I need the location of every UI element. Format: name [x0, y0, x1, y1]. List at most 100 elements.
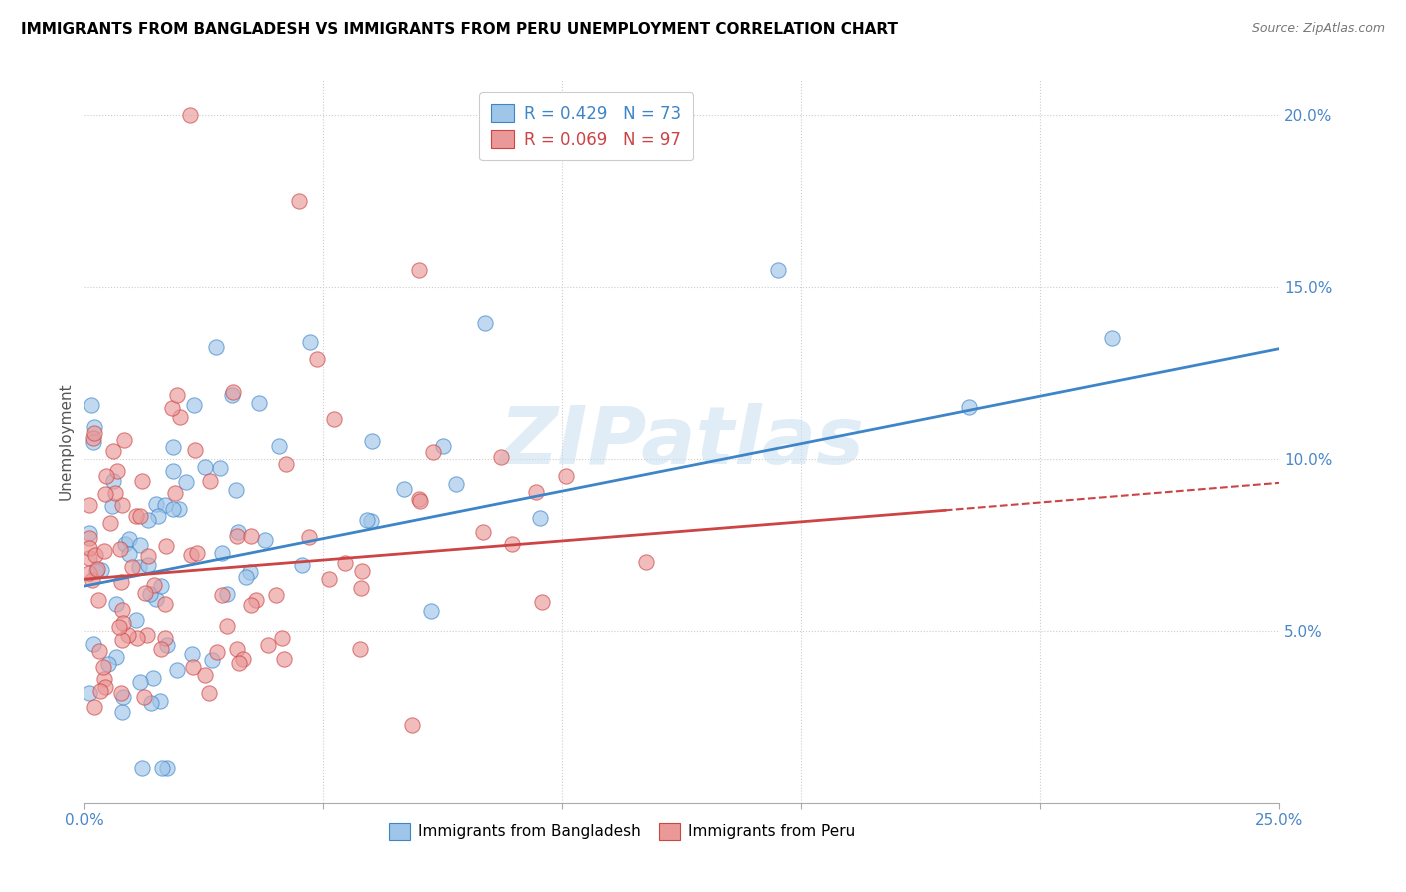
Point: [103, 486, 125, 500]
Point: [221, 388, 243, 402]
Point: [142, 578, 165, 592]
Point: [125, 631, 148, 645]
Point: [211, 546, 233, 560]
Point: [129, 675, 152, 690]
Point: [110, 542, 132, 557]
Point: [529, 511, 551, 525]
Point: [163, 485, 186, 500]
Point: [77, 566, 100, 581]
Point: [110, 686, 132, 700]
Point: [322, 411, 344, 425]
Point: [156, 761, 179, 775]
Point: [226, 529, 249, 543]
Point: [162, 464, 184, 478]
Point: [524, 485, 547, 500]
Point: [228, 656, 250, 670]
Point: [142, 672, 165, 686]
Point: [198, 475, 221, 489]
Point: [89, 644, 111, 658]
Point: [146, 509, 169, 524]
Point: [83, 420, 105, 434]
Point: [105, 465, 128, 479]
Point: [205, 340, 228, 354]
Point: [94, 681, 117, 695]
Point: [162, 440, 184, 454]
Point: [83, 548, 105, 562]
Point: [194, 460, 217, 475]
Point: [432, 439, 454, 453]
Point: [82, 637, 104, 651]
Point: [245, 593, 267, 607]
Point: [166, 664, 188, 678]
Point: [139, 696, 162, 710]
Point: [91, 659, 114, 673]
Point: [131, 761, 153, 775]
Point: [93, 544, 115, 558]
Point: [82, 431, 104, 445]
Point: [360, 434, 382, 449]
Point: [349, 642, 371, 657]
Text: IMMIGRANTS FROM BANGLADESH VS IMMIGRANTS FROM PERU UNEMPLOYMENT CORRELATION CHAR: IMMIGRANTS FROM BANGLADESH VS IMMIGRANTS…: [21, 22, 898, 37]
Text: Source: ZipAtlas.com: Source: ZipAtlas.com: [1251, 22, 1385, 36]
Point: [89, 684, 111, 698]
Y-axis label: Unemployment: Unemployment: [58, 383, 73, 500]
Point: [155, 597, 177, 611]
Point: [149, 579, 172, 593]
Point: [274, 458, 297, 472]
Point: [150, 641, 173, 656]
Point: [77, 541, 100, 555]
Point: [155, 539, 177, 553]
Point: [90, 563, 112, 577]
Point: [107, 619, 129, 633]
Point: [420, 604, 443, 618]
Point: [215, 586, 238, 600]
Point: [501, 537, 523, 551]
Point: [77, 550, 100, 565]
Point: [96, 469, 118, 483]
Point: [138, 513, 160, 527]
Point: [401, 718, 423, 732]
Point: [131, 475, 153, 489]
Point: [94, 487, 117, 501]
Point: [117, 628, 139, 642]
Point: [111, 498, 134, 512]
Point: [125, 613, 148, 627]
Point: [197, 686, 219, 700]
Point: [77, 525, 100, 540]
Point: [232, 652, 254, 666]
Point: [409, 494, 432, 508]
Point: [139, 587, 162, 601]
Point: [136, 549, 159, 563]
Point: [121, 559, 143, 574]
Point: [444, 477, 467, 491]
Point: [254, 533, 277, 548]
Point: [83, 426, 105, 441]
Point: [211, 588, 233, 602]
Point: [240, 529, 263, 543]
Point: [422, 445, 444, 459]
Point: [217, 619, 239, 633]
Point: [112, 434, 135, 448]
Point: [134, 585, 156, 599]
Point: [360, 514, 382, 528]
Point: [1101, 331, 1123, 345]
Point: [183, 398, 205, 412]
Point: [156, 638, 179, 652]
Point: [408, 262, 430, 277]
Point: [180, 548, 202, 562]
Point: [264, 588, 287, 602]
Point: [333, 557, 356, 571]
Point: [149, 694, 172, 708]
Point: [169, 502, 191, 516]
Point: [117, 547, 139, 561]
Point: [235, 569, 257, 583]
Legend: Immigrants from Bangladesh, Immigrants from Peru: Immigrants from Bangladesh, Immigrants f…: [382, 817, 862, 846]
Text: ZIPatlas: ZIPatlas: [499, 402, 865, 481]
Point: [221, 385, 243, 400]
Point: [298, 529, 321, 543]
Point: [356, 513, 378, 527]
Point: [186, 546, 208, 560]
Point: [83, 700, 105, 714]
Point: [128, 538, 150, 552]
Point: [104, 649, 127, 664]
